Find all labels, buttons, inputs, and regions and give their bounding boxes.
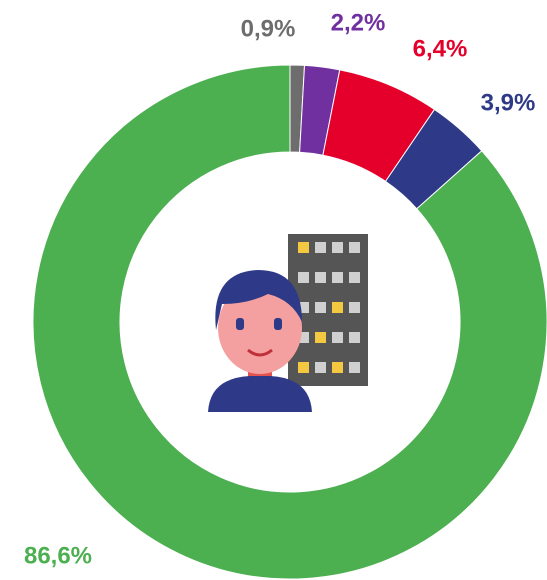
window <box>298 272 309 283</box>
window <box>315 362 326 373</box>
window <box>332 332 343 343</box>
window <box>315 272 326 283</box>
window <box>332 362 343 373</box>
window <box>332 242 343 253</box>
window <box>349 242 360 253</box>
window <box>349 272 360 283</box>
window <box>349 302 360 313</box>
window <box>298 242 309 253</box>
window <box>332 272 343 283</box>
data-label: 2,2% <box>331 9 386 36</box>
data-label: 6,4% <box>413 35 468 62</box>
window <box>349 332 360 343</box>
data-label: 0,9% <box>241 15 296 42</box>
data-label: 3,9% <box>481 89 536 116</box>
window <box>315 242 326 253</box>
mouth <box>247 348 273 357</box>
eye <box>236 318 244 330</box>
face <box>218 282 302 374</box>
windows <box>298 242 360 373</box>
eye <box>274 318 282 330</box>
person-building-icon <box>208 234 368 412</box>
window <box>315 302 326 313</box>
window <box>332 302 343 313</box>
body <box>208 376 312 412</box>
window <box>315 332 326 343</box>
data-label: 86,6% <box>24 542 92 569</box>
donut-slice <box>32 64 547 580</box>
donut <box>32 64 547 580</box>
window <box>349 362 360 373</box>
window <box>298 302 309 313</box>
hair <box>215 270 302 330</box>
window <box>298 362 309 373</box>
window <box>298 332 309 343</box>
